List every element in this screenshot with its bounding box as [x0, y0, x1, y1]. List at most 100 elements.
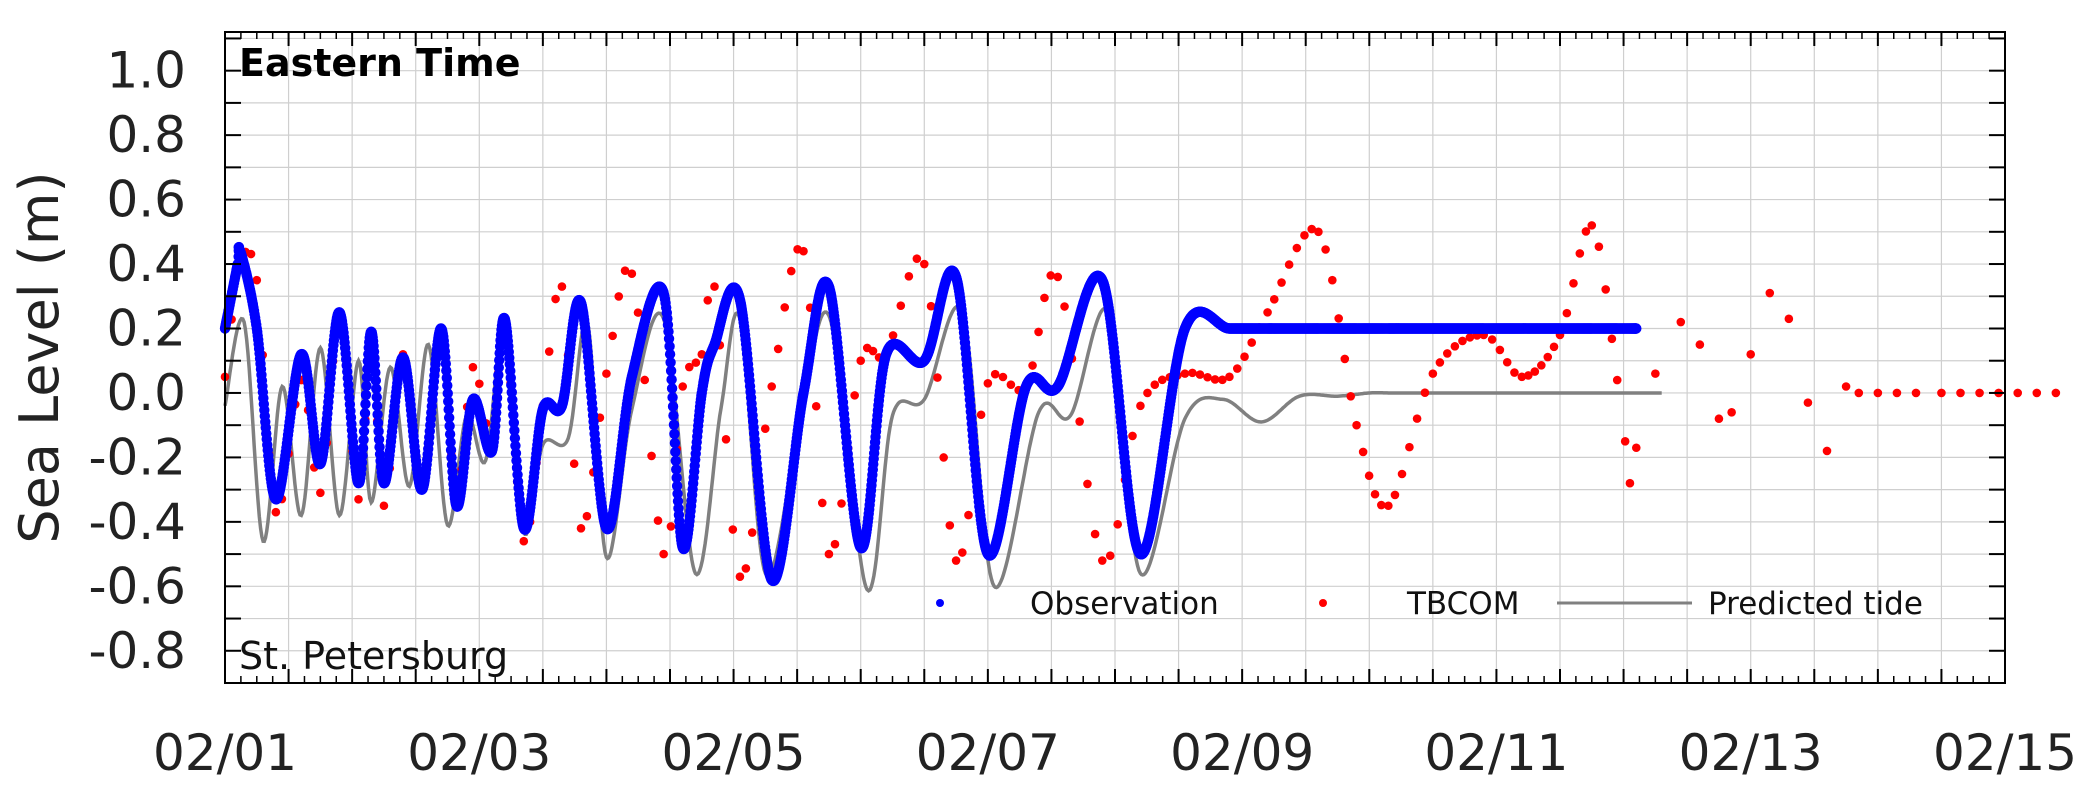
tbcom-point	[1822, 446, 1832, 456]
observation-point	[444, 428, 456, 440]
tbcom-point	[1390, 490, 1400, 500]
x-tick-label: 02/03	[407, 724, 551, 782]
tbcom-point	[1053, 272, 1063, 282]
tbcom-point	[1956, 388, 1965, 398]
legend: Observation TBCOM Predicted tide	[936, 586, 1923, 622]
tbcom-point	[1269, 295, 1279, 304]
tbcom-point	[1543, 352, 1553, 362]
observation-point	[372, 409, 383, 420]
observation-point	[509, 425, 520, 436]
station-annotation: St. Petersburg	[239, 634, 508, 678]
observation-point	[670, 446, 681, 458]
observation-series	[219, 241, 1642, 587]
tbcom-point	[1397, 469, 1407, 479]
tbcom-point	[1937, 388, 1946, 398]
tbcom-point	[780, 303, 790, 312]
observation-point	[665, 365, 677, 377]
tbcom-point	[945, 521, 955, 530]
tbcom-point	[2032, 388, 2042, 398]
tbcom-point	[904, 272, 914, 281]
tbcom-point	[1517, 372, 1527, 382]
tbcom-point	[620, 266, 630, 275]
tbcom-point	[773, 344, 783, 354]
tbcom-point	[1188, 368, 1197, 378]
x-tick-label: 02/01	[153, 724, 297, 782]
observation-point	[357, 450, 368, 461]
tbcom-point	[1240, 352, 1249, 362]
tbcom-point	[544, 347, 554, 356]
tbcom-point	[1358, 447, 1368, 457]
tbcom-point	[1651, 369, 1660, 378]
x-tick-label: 02/07	[916, 724, 1060, 782]
tbcom-point	[1040, 293, 1049, 303]
observation-point	[373, 426, 384, 437]
tbcom-point	[685, 362, 694, 372]
tbcom-point	[1105, 551, 1115, 560]
tbcom-point	[1143, 388, 1152, 398]
tbcom-point	[896, 301, 906, 310]
tbcom-point	[246, 249, 256, 259]
observation-point	[670, 455, 681, 466]
y-axis-title: Sea Level (m)	[8, 171, 71, 543]
tbcom-point	[1911, 388, 1921, 398]
observation-point	[357, 442, 369, 454]
tbcom-point	[1428, 369, 1438, 378]
tbcom-point	[939, 453, 948, 462]
tbcom-point	[1975, 388, 1984, 398]
tbcom-point	[1607, 334, 1617, 344]
observation-point	[510, 440, 521, 451]
tbcom-point	[557, 282, 567, 291]
tbcom-point	[1034, 327, 1043, 337]
tbcom-point	[1340, 354, 1350, 364]
tbcom-point	[1450, 341, 1460, 351]
tbcom-point	[2051, 388, 2061, 398]
observation-point	[361, 380, 372, 392]
tbcom-point	[1562, 308, 1572, 318]
tbcom-point	[912, 254, 922, 263]
tbcom-point	[468, 362, 478, 372]
tbcom-point	[1046, 271, 1056, 280]
tbcom-point	[1364, 471, 1374, 481]
tbcom-point	[1841, 382, 1851, 391]
observation-point	[359, 408, 371, 419]
tbcom-point	[964, 510, 973, 520]
observation-point	[369, 359, 381, 371]
tbcom-point	[741, 564, 751, 573]
observation-point	[508, 409, 519, 421]
tbcom-point	[760, 424, 770, 434]
tbcom-point	[576, 524, 586, 533]
observation-point	[493, 369, 504, 381]
legend-tbcom-label: TBCOM	[1406, 586, 1519, 622]
observation-point	[370, 375, 382, 386]
tbcom-point	[926, 301, 936, 311]
tbcom-point	[1352, 420, 1361, 430]
tbcom-point	[868, 346, 878, 356]
tbcom-point	[1247, 338, 1257, 347]
observation-point	[668, 419, 680, 430]
observation-point	[358, 426, 370, 437]
observation-point	[671, 472, 682, 484]
tbcom-point	[1575, 249, 1585, 258]
grid-lines	[225, 32, 2005, 683]
observation-point	[443, 396, 454, 407]
y-tick-labels: -0.8 -0.6 -0.4 -0.2 0.0 0.2 0.4 0.6 0.8 1.0	[88, 42, 186, 680]
tbcom-point	[691, 358, 701, 367]
observation-point	[444, 420, 455, 432]
tbcom-point	[1765, 288, 1775, 298]
y-tick-label: -0.8	[88, 622, 186, 680]
tbcom-point	[1746, 349, 1756, 359]
observation-point	[360, 398, 371, 410]
tbcom-point	[824, 549, 834, 559]
tbcom-point	[1631, 443, 1641, 453]
tbcom-point	[976, 410, 986, 420]
observation-point	[358, 434, 369, 446]
observation-point	[443, 412, 455, 424]
tbcom-point	[1006, 380, 1016, 389]
x-tick-label: 02/05	[662, 724, 806, 782]
observation-point	[373, 434, 385, 445]
observation-point	[445, 444, 457, 456]
tbcom-point	[998, 372, 1008, 382]
observation-point	[441, 372, 452, 384]
tbcom-point	[1307, 224, 1317, 234]
tbcom-point	[1612, 375, 1622, 385]
